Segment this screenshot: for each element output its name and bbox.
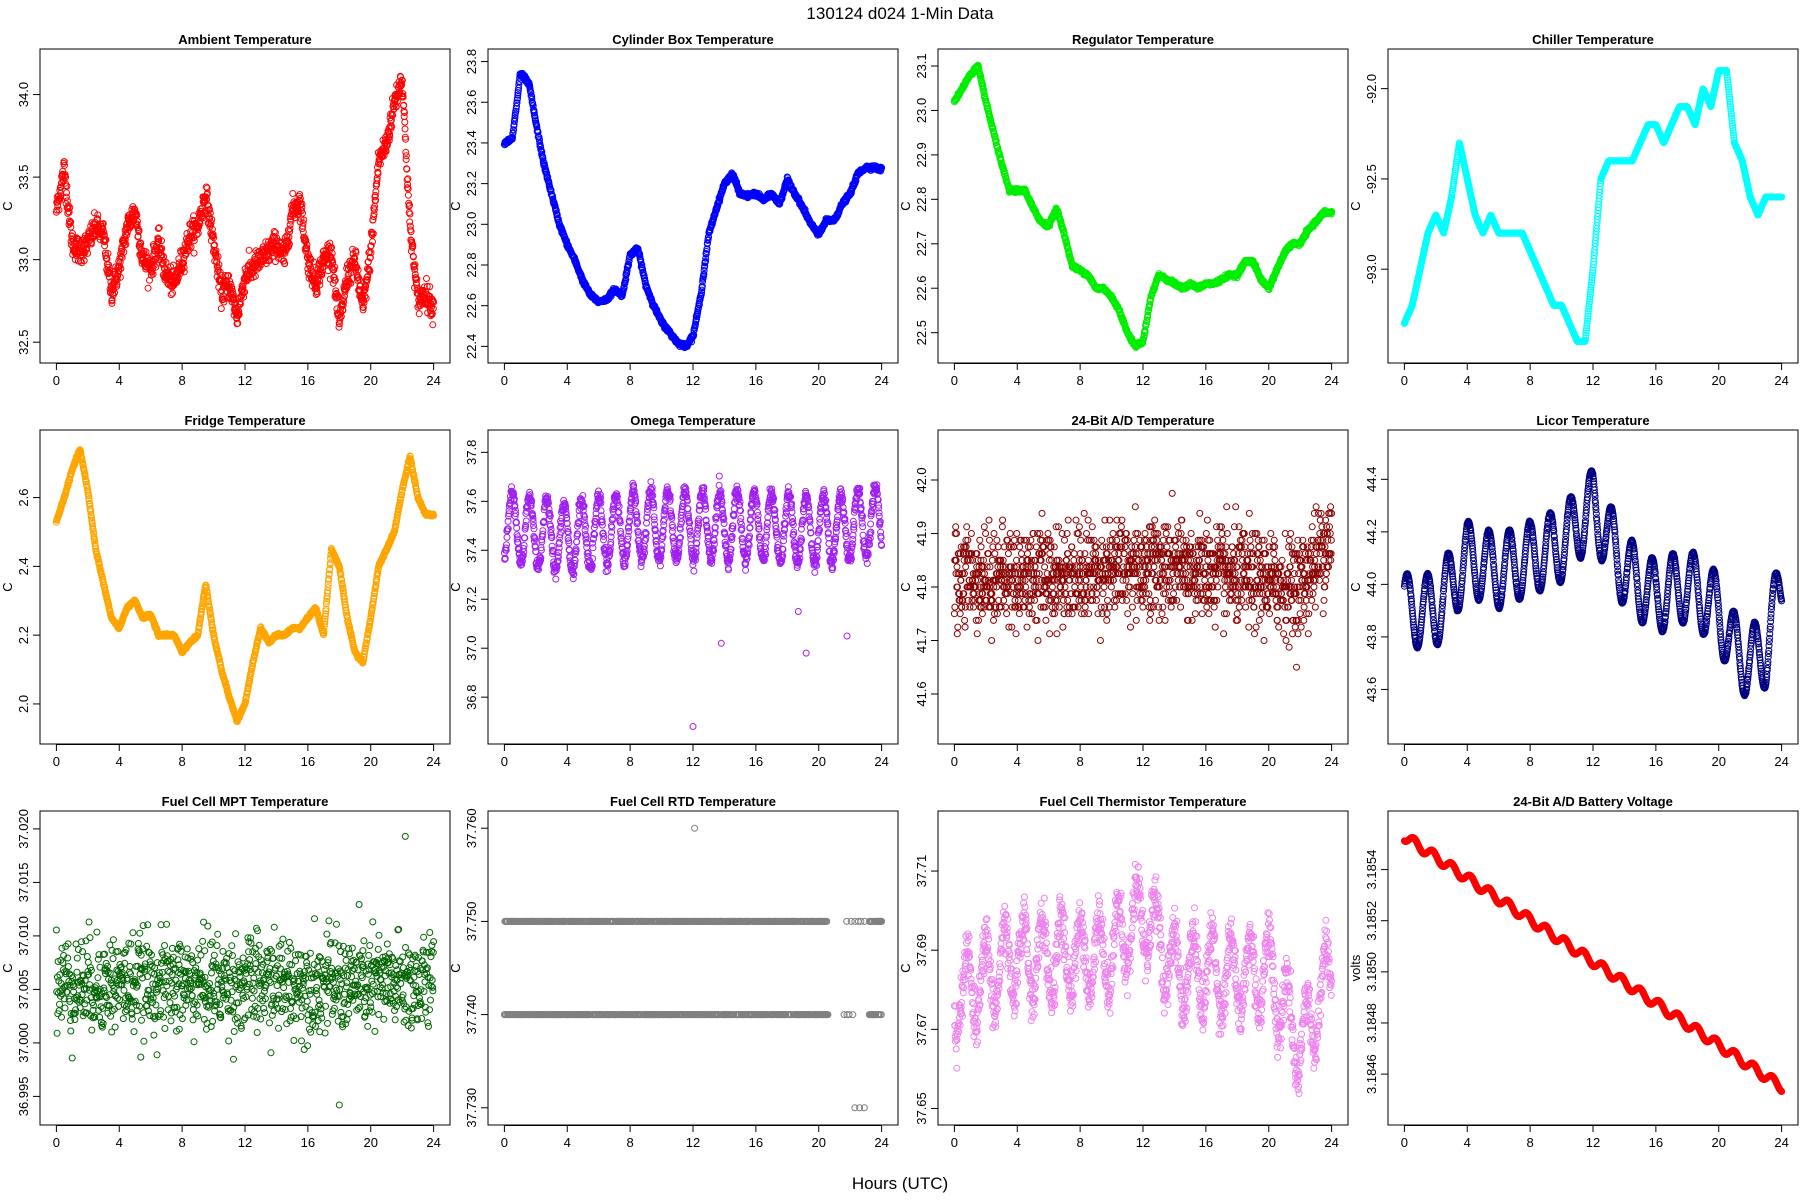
data-points — [501, 70, 884, 350]
y-tick-label: 23.0 — [914, 98, 929, 123]
data-point — [430, 322, 436, 328]
x-tick-label: 8 — [627, 373, 634, 388]
y-tick-label: 23.1 — [914, 53, 929, 78]
y-tick-label: 23.8 — [464, 49, 479, 74]
x-tick-label: 24 — [874, 373, 888, 388]
x-tick-label: 0 — [53, 373, 60, 388]
x-tick-label: 16 — [1199, 373, 1213, 388]
y-tick-label: 22.8 — [464, 252, 479, 277]
panel-regulator-temperature: Regulator Temperature 0 4 8 12 16 20 24 22.5 22.6… — [898, 32, 1348, 388]
panel-cylinder-box-temperature: Cylinder Box Temperature 0 4 8 12 16 20 24 22.4 2… — [448, 32, 898, 388]
panel-ambient-temperature: Ambient Temperature 0 4 8 12 16 20 24 32.5 33.0 33… — [0, 32, 450, 388]
x-tick-label: 20 — [811, 373, 825, 388]
data-point — [170, 290, 176, 296]
y-tick-label: 23.2 — [464, 171, 479, 196]
x-tick-label: 12 — [1586, 373, 1600, 388]
data-points — [951, 62, 1334, 350]
y-tick-label: 23.0 — [464, 212, 479, 237]
data-points — [1401, 68, 1784, 345]
x-tick-label: 12 — [686, 373, 700, 388]
x-tick-label: 4 — [564, 373, 571, 388]
data-point — [64, 190, 70, 196]
x-tick-label: 12 — [238, 373, 252, 388]
y-axis-label: C — [1348, 201, 1363, 210]
y-tick-label: 32.5 — [16, 330, 31, 355]
data-point — [218, 306, 224, 312]
y-tick-label: 22.6 — [464, 293, 479, 318]
y-tick-label: 22.7 — [914, 231, 929, 256]
x-tick-label: 24 — [1774, 373, 1788, 388]
y-axis-label: C — [0, 201, 15, 210]
y-tick-label: 33.0 — [16, 247, 31, 272]
data-point — [246, 247, 252, 253]
panel-chiller-temperature: Chiller Temperature 0 4 8 12 16 20 24 -93.0 -92.5… — [1348, 32, 1798, 388]
x-tick-label: 0 — [951, 373, 958, 388]
y-tick-label: 22.6 — [914, 276, 929, 301]
x-tick-label: 12 — [1136, 373, 1150, 388]
x-tick-label: 4 — [1464, 373, 1471, 388]
x-tick-label: 0 — [501, 373, 508, 388]
x-tick-label: 0 — [1401, 373, 1408, 388]
data-points — [53, 73, 436, 330]
data-point — [405, 192, 411, 198]
data-point — [402, 119, 408, 125]
x-tick-label: 8 — [179, 373, 186, 388]
data-point — [62, 162, 68, 168]
x-tick-label: 16 — [1649, 373, 1663, 388]
y-tick-label: -93.0 — [1364, 254, 1379, 284]
data-point — [290, 191, 296, 197]
chart-title: Regulator Temperature — [1072, 32, 1214, 47]
data-point — [416, 311, 422, 317]
data-point — [191, 250, 197, 256]
y-tick-label: 22.8 — [914, 187, 929, 212]
y-tick-label: 22.5 — [914, 320, 929, 345]
y-axis-label: C — [898, 201, 913, 210]
x-tick-label: 8 — [1077, 373, 1084, 388]
x-tick-label: 16 — [749, 373, 763, 388]
chart-title: Ambient Temperature — [178, 32, 311, 47]
x-tick-label: 4 — [116, 373, 123, 388]
data-point — [402, 126, 408, 132]
y-tick-label: 33.5 — [16, 164, 31, 189]
y-tick-label: 23.6 — [464, 90, 479, 115]
x-tick-label: 16 — [301, 373, 315, 388]
plot-frame — [40, 49, 450, 363]
x-tick-label: 24 — [1324, 373, 1338, 388]
y-tick-label: -92.5 — [1364, 164, 1379, 194]
y-tick-label: 34.0 — [16, 82, 31, 107]
y-tick-label: -92.0 — [1364, 74, 1379, 104]
y-tick-label: 23.4 — [464, 130, 479, 155]
plot-frame — [938, 49, 1348, 363]
x-tick-label: 20 — [1261, 373, 1275, 388]
x-tick-label: 24 — [426, 373, 440, 388]
y-tick-label: 22.9 — [914, 142, 929, 167]
chart-title: Chiller Temperature — [1532, 32, 1654, 47]
x-tick-label: 8 — [1527, 373, 1534, 388]
data-point — [145, 285, 151, 291]
chart-title: Cylinder Box Temperature — [612, 32, 774, 47]
data-point — [424, 276, 430, 282]
x-tick-label: 20 — [1711, 373, 1725, 388]
y-axis-label: C — [448, 201, 463, 210]
x-tick-label: 20 — [363, 373, 377, 388]
figure: Ambient Temperature 0 4 8 12 16 20 24 32.5 33.0 33… — [0, 0, 1800, 1200]
x-tick-label: 4 — [1014, 373, 1021, 388]
y-tick-label: 22.4 — [464, 334, 479, 359]
